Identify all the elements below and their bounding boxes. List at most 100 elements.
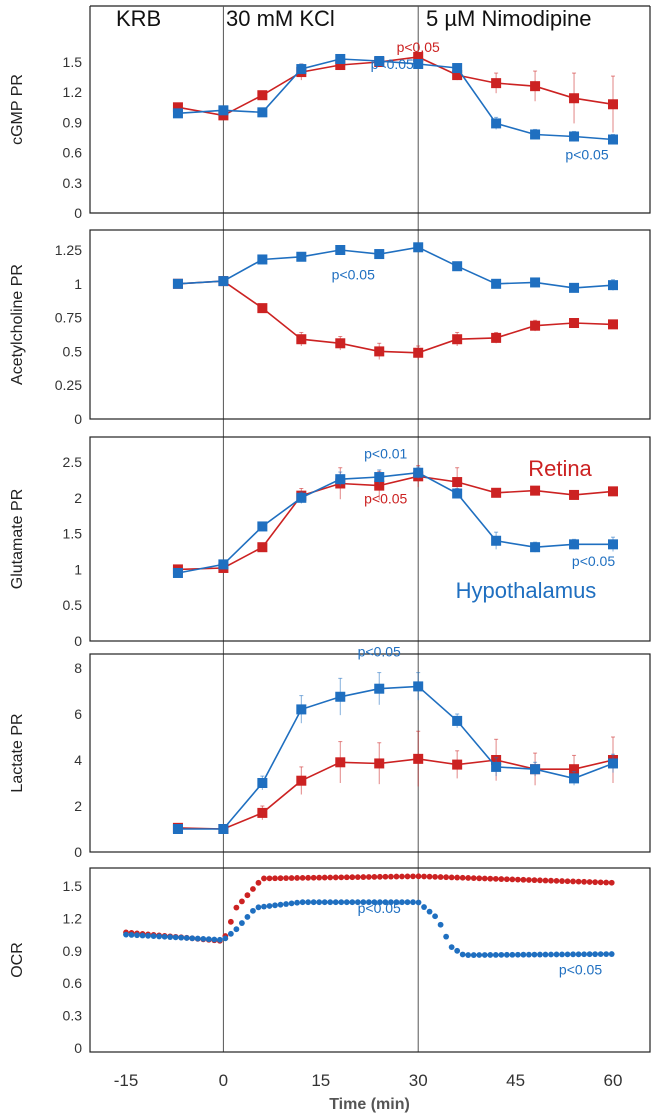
y-axis-label: Lactate PR bbox=[9, 713, 26, 792]
ocr-point-hypothalamus bbox=[156, 933, 163, 940]
y-axis-label: Acetylcholine PR bbox=[9, 264, 26, 385]
data-point-retina bbox=[413, 51, 424, 62]
ocr-point-hypothalamus bbox=[553, 951, 560, 958]
ocr-point-hypothalamus bbox=[575, 951, 582, 958]
ocr-point-retina bbox=[343, 874, 350, 881]
ocr-point-retina bbox=[426, 873, 433, 880]
series-line-retina bbox=[177, 56, 614, 117]
phase-label-kcl: 30 mM KCl bbox=[226, 6, 335, 31]
y-tick-label: 1.5 bbox=[63, 526, 83, 542]
ocr-point-retina bbox=[310, 874, 317, 881]
ocr-point-hypothalamus bbox=[410, 899, 416, 906]
ocr-point-retina bbox=[321, 874, 328, 881]
data-point-hypothalamus bbox=[218, 276, 229, 287]
ocr-point-retina bbox=[305, 874, 312, 881]
ocr-point-retina bbox=[244, 892, 251, 899]
ocr-point-retina bbox=[575, 878, 582, 885]
data-point-retina bbox=[608, 486, 618, 497]
y-tick-label: 0.25 bbox=[55, 377, 82, 393]
data-point-retina bbox=[530, 485, 541, 496]
ocr-point-retina bbox=[492, 875, 499, 882]
ocr-point-hypothalamus bbox=[288, 900, 295, 907]
ocr-point-retina bbox=[233, 904, 240, 911]
significance-annotation: p<0.05 bbox=[332, 267, 375, 283]
ocr-point-retina bbox=[410, 873, 416, 880]
ocr-point-hypothalamus bbox=[526, 951, 532, 958]
data-point-retina bbox=[491, 487, 502, 498]
data-point-hypothalamus bbox=[172, 278, 183, 289]
ocr-point-retina bbox=[526, 877, 532, 883]
data-point-hypothalamus bbox=[491, 761, 502, 772]
ocr-point-hypothalamus bbox=[255, 904, 262, 911]
ocr-point-hypothalamus bbox=[597, 951, 604, 958]
data-point-hypothalamus bbox=[218, 559, 229, 570]
panel-frame bbox=[89, 653, 651, 853]
series-line-retina bbox=[177, 475, 614, 571]
data-point-hypothalamus bbox=[335, 245, 346, 255]
ocr-point-retina bbox=[288, 875, 295, 881]
panel-3: 0 0.5 1 1.5 2 2.5 Glutamate PR p<0.01 p<0.05 p<0.… bbox=[9, 436, 651, 649]
ocr-point-retina bbox=[597, 879, 604, 886]
ocr-point-retina bbox=[327, 874, 334, 881]
series-line-hypothalamus bbox=[177, 246, 614, 289]
y-tick-label: 0 bbox=[74, 1040, 82, 1056]
ocr-point-retina bbox=[404, 873, 411, 880]
panel-2: 0 0.25 0.5 0.75 1 1.25 Acetylcholine PR p<0.05 bbox=[9, 229, 651, 427]
data-point-hypothalamus bbox=[374, 683, 385, 694]
legend-hypothalamus: Hypothalamus bbox=[456, 578, 597, 603]
ocr-point-hypothalamus bbox=[200, 935, 207, 942]
ocr-point-hypothalamus bbox=[509, 951, 516, 958]
significance-annotation: p<0.05 bbox=[371, 56, 414, 72]
ocr-point-hypothalamus bbox=[299, 899, 306, 906]
data-point-retina bbox=[374, 346, 385, 357]
y-tick-label: 1.2 bbox=[63, 910, 83, 926]
ocr-point-retina bbox=[459, 874, 466, 881]
ocr-point-retina bbox=[338, 874, 345, 881]
data-point-hypothalamus bbox=[452, 715, 463, 726]
ocr-point-retina bbox=[542, 877, 549, 884]
data-point-retina bbox=[374, 480, 385, 491]
data-point-hypothalamus bbox=[608, 280, 618, 291]
significance-annotation: p<0.05 bbox=[565, 147, 608, 163]
data-point-hypothalamus bbox=[335, 53, 346, 64]
panel-4: 0 2 4 6 8 Lactate PR p<0.05 bbox=[9, 644, 651, 860]
ocr-point-hypothalamus bbox=[205, 936, 212, 943]
x-tick-label: 0 bbox=[219, 1071, 228, 1090]
data-point-hypothalamus bbox=[413, 681, 424, 692]
ocr-point-retina bbox=[250, 886, 256, 892]
ocr-point-hypothalamus bbox=[537, 951, 543, 958]
ocr-point-hypothalamus bbox=[167, 934, 174, 940]
ocr-point-retina bbox=[376, 873, 383, 880]
significance-annotation: p<0.05 bbox=[397, 39, 440, 55]
data-point-hypothalamus bbox=[172, 108, 183, 119]
ocr-point-hypothalamus bbox=[354, 899, 361, 906]
ocr-point-retina bbox=[514, 876, 521, 883]
data-point-retina bbox=[452, 477, 463, 488]
ocr-point-hypothalamus bbox=[178, 934, 185, 941]
ocr-point-retina bbox=[266, 875, 273, 882]
data-point-hypothalamus bbox=[530, 129, 541, 140]
y-tick-label: 1.5 bbox=[63, 878, 83, 894]
series-line-retina bbox=[177, 280, 614, 354]
ocr-point-hypothalamus bbox=[393, 899, 400, 906]
y-tick-label: 1.25 bbox=[55, 242, 82, 258]
ocr-point-hypothalamus bbox=[531, 951, 538, 958]
ocr-point-hypothalamus bbox=[404, 899, 411, 906]
data-point-hypothalamus bbox=[530, 542, 541, 553]
series-line-retina bbox=[177, 758, 614, 830]
ocr-point-retina bbox=[603, 879, 610, 886]
ocr-point-retina bbox=[531, 877, 538, 884]
data-point-retina bbox=[335, 338, 346, 349]
ocr-point-hypothalamus bbox=[261, 903, 267, 910]
ocr-point-hypothalamus bbox=[548, 951, 554, 958]
x-axis-label: Time (min) bbox=[329, 1096, 410, 1113]
ocr-point-hypothalamus bbox=[421, 904, 427, 910]
ocr-point-hypothalamus bbox=[503, 951, 510, 958]
ocr-point-retina bbox=[537, 877, 543, 884]
data-point-retina bbox=[530, 81, 541, 92]
data-point-hypothalamus bbox=[608, 134, 618, 145]
data-point-hypothalamus bbox=[413, 242, 424, 253]
ocr-point-hypothalamus bbox=[382, 899, 389, 906]
ocr-point-hypothalamus bbox=[514, 951, 521, 958]
